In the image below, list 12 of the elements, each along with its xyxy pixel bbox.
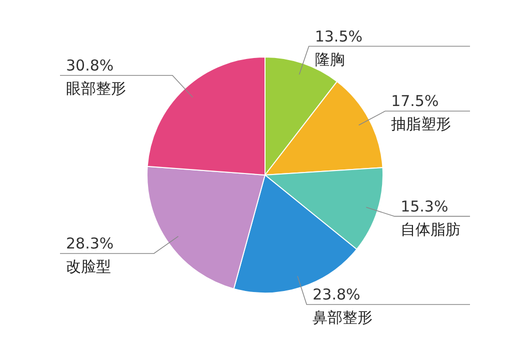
data-label: 23.8% (312, 285, 360, 304)
slice-label: 隆胸 (314, 50, 345, 68)
data-label: 30.8% (66, 56, 114, 74)
data-label: 17.5% (391, 92, 439, 110)
data-label: 28.3% (66, 234, 114, 252)
slice-label: 抽脂塑形 (391, 115, 452, 134)
slice-label: 眼部整形 (66, 79, 126, 98)
slice-label: 鼻部整形 (312, 308, 373, 326)
slice-label: 自体脂肪 (400, 220, 461, 238)
data-label: 13.5% (314, 27, 362, 46)
data-label: 15.3% (400, 197, 448, 216)
slice-label: 改脸型 (66, 257, 111, 276)
